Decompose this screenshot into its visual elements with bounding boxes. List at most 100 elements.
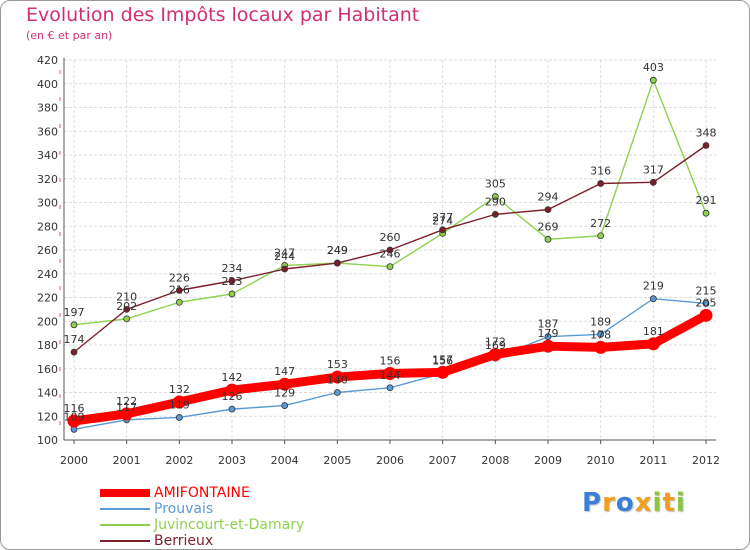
data-label: 216 bbox=[169, 283, 190, 296]
data-label: 294 bbox=[538, 191, 559, 204]
data-label: 223 bbox=[222, 275, 243, 288]
data-label: 181 bbox=[643, 325, 664, 338]
y-tick-label: 400 bbox=[37, 78, 58, 91]
logo-letter: P bbox=[582, 488, 603, 518]
x-tick-label: 2011 bbox=[639, 454, 667, 467]
data-label: 179 bbox=[538, 327, 559, 340]
data-label: 316 bbox=[590, 165, 611, 178]
data-point bbox=[488, 348, 502, 361]
x-tick-label: 2002 bbox=[165, 454, 193, 467]
data-point bbox=[281, 265, 289, 273]
data-point bbox=[597, 180, 605, 187]
x-tick-label: 2000 bbox=[60, 454, 88, 467]
x-tick-label: 2006 bbox=[376, 454, 404, 467]
data-point bbox=[172, 395, 186, 409]
legend-label-amifontaine: AMIFONTAINE bbox=[154, 485, 250, 501]
data-label: 157 bbox=[432, 353, 453, 366]
data-label: 205 bbox=[696, 296, 717, 309]
x-tick-label: 2004 bbox=[271, 454, 299, 467]
legend-swatch-amifontaine bbox=[100, 489, 150, 497]
x-tick-label: 2003 bbox=[218, 454, 246, 467]
data-point bbox=[386, 246, 394, 254]
data-label: 246 bbox=[380, 248, 401, 261]
y-tick-label: 260 bbox=[37, 244, 58, 257]
y-tick-label: 140 bbox=[37, 387, 58, 400]
data-point bbox=[597, 232, 605, 240]
y-tick-label: 220 bbox=[37, 292, 58, 305]
y-tick-label: 340 bbox=[37, 149, 58, 162]
data-point bbox=[649, 295, 657, 303]
data-label: 187 bbox=[538, 318, 559, 331]
data-label: 219 bbox=[643, 280, 664, 293]
data-point bbox=[491, 210, 499, 218]
logo-letter: r bbox=[602, 488, 616, 518]
data-label: 142 bbox=[222, 371, 243, 384]
data-label: 129 bbox=[274, 387, 295, 400]
logo-letter: i bbox=[652, 488, 663, 518]
data-point bbox=[646, 337, 660, 351]
data-point bbox=[70, 321, 78, 329]
data-point bbox=[278, 377, 292, 391]
data-label: 249 bbox=[327, 244, 348, 257]
y-tick-label: 120 bbox=[37, 410, 58, 423]
data-label: 119 bbox=[169, 398, 190, 411]
data-point bbox=[386, 263, 394, 271]
data-point bbox=[228, 277, 236, 285]
data-point bbox=[333, 389, 341, 396]
data-label: 226 bbox=[169, 271, 190, 284]
logo-letter: i bbox=[675, 488, 686, 518]
data-label: 269 bbox=[538, 220, 559, 233]
data-label: 172 bbox=[485, 336, 506, 349]
data-label: 156 bbox=[432, 355, 453, 368]
data-label: 117 bbox=[116, 401, 137, 414]
logo-letter: o bbox=[615, 488, 635, 518]
data-point bbox=[702, 142, 710, 149]
data-point bbox=[333, 259, 341, 267]
data-point bbox=[597, 330, 605, 338]
data-label: 234 bbox=[222, 262, 243, 275]
legend-swatch-prouvais bbox=[100, 508, 150, 510]
y-tick-label: 320 bbox=[37, 173, 58, 186]
y-tick-label: 300 bbox=[37, 197, 58, 210]
x-tick-label: 2010 bbox=[587, 454, 615, 467]
y-tick-label: 240 bbox=[37, 268, 58, 281]
data-label: 210 bbox=[116, 290, 137, 303]
data-point bbox=[67, 414, 81, 428]
data-point bbox=[225, 383, 239, 397]
legend-swatch-juvincourt bbox=[100, 524, 150, 526]
data-label: 305 bbox=[485, 178, 506, 191]
data-point bbox=[120, 407, 134, 421]
data-label: 272 bbox=[590, 217, 611, 230]
y-tick-label: 360 bbox=[37, 125, 58, 138]
data-label: 116 bbox=[64, 402, 85, 415]
data-label: 174 bbox=[64, 333, 85, 346]
y-tick-label: 200 bbox=[37, 315, 58, 328]
data-label: 122 bbox=[116, 395, 137, 408]
data-label: 247 bbox=[274, 246, 295, 259]
y-tick-label: 100 bbox=[37, 434, 58, 447]
data-label: 274 bbox=[432, 214, 453, 227]
data-point bbox=[386, 384, 394, 392]
data-point bbox=[702, 300, 710, 307]
data-point bbox=[383, 367, 397, 380]
data-label: 156 bbox=[380, 355, 401, 368]
data-label: 317 bbox=[643, 163, 664, 176]
x-tick-label: 2009 bbox=[534, 454, 562, 467]
data-label: 140 bbox=[327, 374, 348, 387]
logo-letter: t bbox=[662, 488, 676, 518]
data-point bbox=[594, 340, 608, 354]
data-point bbox=[228, 405, 236, 413]
data-label: 144 bbox=[380, 369, 401, 382]
data-label: 153 bbox=[327, 358, 348, 371]
data-label: 244 bbox=[274, 250, 295, 263]
data-label: 249 bbox=[327, 244, 348, 257]
data-point bbox=[439, 226, 447, 234]
data-point bbox=[175, 286, 183, 294]
data-point bbox=[649, 178, 657, 186]
data-point bbox=[649, 76, 657, 84]
data-label: 169 bbox=[485, 339, 506, 352]
x-tick-label: 2008 bbox=[481, 454, 509, 467]
legend-swatch-berrieux bbox=[100, 540, 150, 542]
